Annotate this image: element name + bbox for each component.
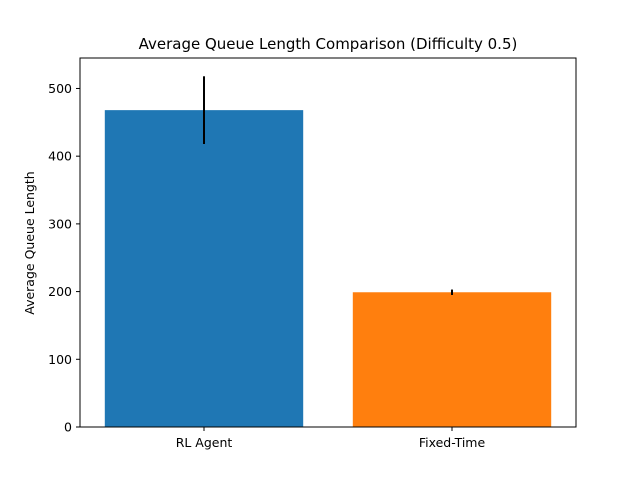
x-tick-label-2: Fixed-Time	[419, 435, 486, 450]
y-tick-label-3: 300	[48, 216, 72, 231]
x-tick-label-1: RL Agent	[176, 435, 233, 450]
bar-1	[104, 110, 304, 427]
y-tick-label-4: 400	[48, 149, 72, 164]
y-tick-label-0: 0	[64, 420, 72, 435]
y-tick-label-1: 100	[48, 352, 72, 367]
bar-2	[352, 292, 552, 427]
y-axis-label: Average Queue Length	[22, 171, 37, 314]
axes-frame	[79, 57, 577, 428]
y-tick-label-5: 500	[48, 81, 72, 96]
plot-area: RL Agent Fixed-Time 0 100 200 300 400 500	[48, 76, 552, 450]
y-tick-label-2: 200	[48, 284, 72, 299]
chart-title: Average Queue Length Comparison (Difficu…	[139, 35, 518, 53]
